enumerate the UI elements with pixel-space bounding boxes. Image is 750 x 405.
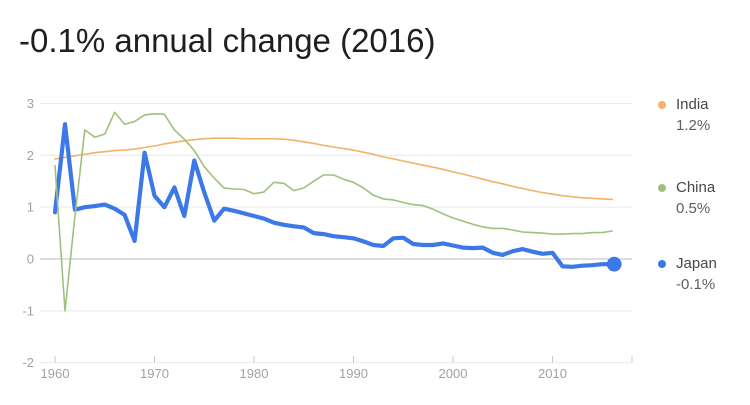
x-axis-label: 1980 bbox=[240, 366, 269, 381]
series-line-japan[interactable] bbox=[52, 122, 615, 269]
legend-label: China bbox=[676, 179, 716, 196]
legend-item-china[interactable]: China 0.5% bbox=[652, 177, 715, 219]
legend-item-india[interactable]: India 1.2% bbox=[652, 94, 710, 136]
legend-item-japan[interactable]: Japan -0.1% bbox=[652, 253, 717, 295]
legend-label: Japan bbox=[676, 255, 717, 272]
y-axis-label: 2 bbox=[27, 148, 34, 163]
y-axis-label: 0 bbox=[27, 252, 34, 267]
x-axis-label: 2000 bbox=[439, 366, 468, 381]
y-axis-label: -2 bbox=[22, 355, 34, 370]
japan-end-dot[interactable] bbox=[606, 256, 622, 272]
x-axis-label: 2010 bbox=[538, 366, 567, 381]
x-axis-label: 1960 bbox=[41, 366, 70, 381]
y-axis-label: 1 bbox=[27, 200, 34, 215]
legend-value: -0.1% bbox=[676, 276, 716, 293]
page-title: -0.1% annual change (2016) bbox=[19, 22, 436, 59]
legend-label: India bbox=[676, 96, 709, 113]
x-axis-label: 1970 bbox=[140, 366, 169, 381]
y-axis-label: -1 bbox=[22, 303, 34, 318]
india-series-dot-icon bbox=[658, 100, 666, 109]
y-axis-label: 3 bbox=[27, 96, 34, 111]
legend-value: 0.5% bbox=[676, 200, 711, 217]
china-series-dot-icon bbox=[658, 183, 666, 192]
legend-value: 1.2% bbox=[676, 117, 711, 134]
series-line-china[interactable] bbox=[54, 111, 614, 312]
japan-series-dot-icon bbox=[658, 259, 666, 268]
x-axis-label: 1990 bbox=[339, 366, 368, 381]
series-line-india[interactable] bbox=[54, 137, 614, 201]
